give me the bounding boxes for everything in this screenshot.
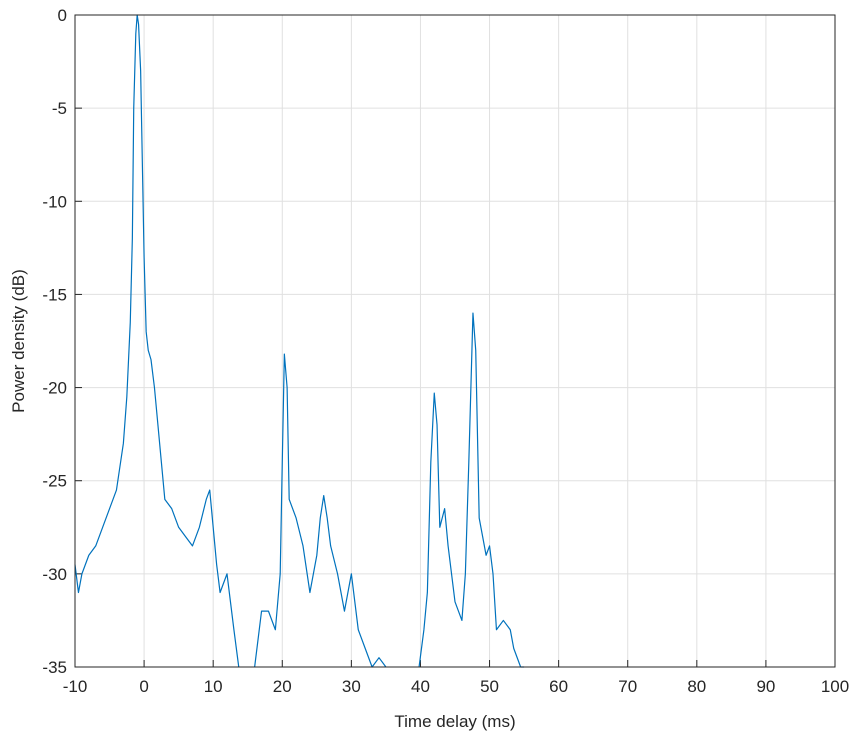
- x-tick-label: -10: [63, 677, 88, 696]
- y-tick-label: -20: [42, 379, 67, 398]
- x-tick-label: 100: [821, 677, 849, 696]
- x-tick-label: 0: [139, 677, 148, 696]
- x-tick-label: 70: [618, 677, 637, 696]
- y-axis-label: Power density (dB): [9, 269, 28, 413]
- x-tick-label: 50: [480, 677, 499, 696]
- plot-box: [74, 14, 836, 668]
- y-tick-label: -35: [42, 658, 67, 677]
- y-tick-label: -10: [42, 192, 67, 211]
- x-tick-label: 90: [756, 677, 775, 696]
- data-line: [74, 14, 525, 668]
- x-axis-label: Time delay (ms): [394, 712, 515, 731]
- y-tick-label: -5: [52, 99, 67, 118]
- y-tick-label: -15: [42, 285, 67, 304]
- y-tick-label: -25: [42, 472, 67, 491]
- x-tick-label: 40: [411, 677, 430, 696]
- x-tick-label: 30: [342, 677, 361, 696]
- x-tick-label: 20: [273, 677, 292, 696]
- y-tick-label: -30: [42, 565, 67, 584]
- x-tick-label: 80: [687, 677, 706, 696]
- y-tick-label: 0: [58, 6, 67, 25]
- x-tick-label: 60: [549, 677, 568, 696]
- x-tick-label: 10: [204, 677, 223, 696]
